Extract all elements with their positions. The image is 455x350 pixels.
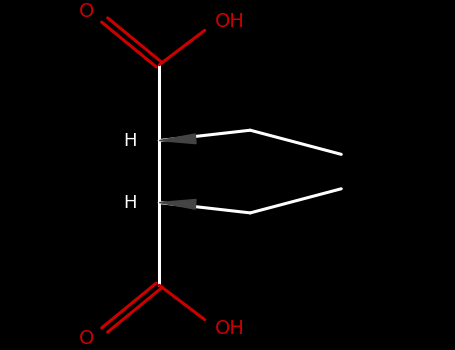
Text: H: H (123, 132, 136, 149)
Polygon shape (159, 199, 196, 209)
Text: O: O (79, 329, 94, 348)
Text: OH: OH (215, 12, 245, 31)
Text: H: H (123, 194, 136, 211)
Text: O: O (79, 2, 94, 21)
Polygon shape (159, 134, 196, 144)
Text: OH: OH (215, 319, 245, 338)
